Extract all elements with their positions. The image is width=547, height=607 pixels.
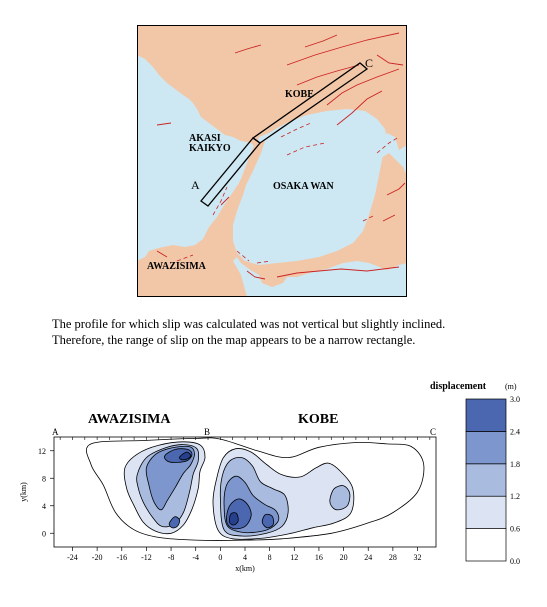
contour-plot-area [85,437,425,541]
legend-swatch [465,431,507,465]
y-tick-label: 12 [38,447,46,456]
x-axis-label: x(km) [235,564,255,573]
map-faults [156,32,406,280]
legend-swatch [465,398,507,432]
legend-level-label: 0.0 [510,557,520,566]
legend-title: displacement [430,381,487,392]
x-tick-label: -24 [67,553,78,562]
y-tick-label: 8 [42,474,46,483]
map-dashed-faults [176,122,400,264]
label-point-c: C [365,56,373,70]
legend-swatch [465,495,507,529]
label-kobe: KOBE [285,89,314,100]
x-tick-label: 28 [389,553,397,562]
x-tick-label: 8 [268,553,272,562]
contour-east-3.0 [229,512,239,526]
x-tick-label: 0 [218,553,222,562]
contour-east-small-2.4 [261,513,275,529]
osaka-bay-map: KOBE AKASI KAIKYO OSAKA WAN AWAZISIMA A … [137,25,407,297]
contour-west-low-2.4 [168,516,181,529]
y-tick-label: 4 [42,502,46,511]
label-awazisima: AWAZISIMA [147,261,207,272]
label-point-a: A [191,178,200,192]
label-akasi: AKASI [189,133,221,144]
x-tick-label: -16 [116,553,127,562]
plot-axes: -24 -20 -16 -12 -8 -4 0 4 8 12 16 20 24 28 32 0 4 8 12 x(km… [19,436,437,573]
y-tick-label: 0 [42,529,46,538]
legend-level-label: 2.4 [510,427,520,436]
legend-swatch [465,463,507,497]
title-kobe: KOBE [298,412,338,427]
title-awazisima: AWAZISIMA [88,412,171,427]
contour-west-3.0 [179,451,192,461]
displacement-legend: displacement (m) 0.0 0.6 1.2 1.8 2.4 3.0 [430,381,520,566]
profile-rectangle [200,62,369,207]
legend-level-label: 3.0 [510,395,520,404]
label-osaka-wan: OSAKA WAN [273,181,334,192]
profile-label-b: B [204,427,210,437]
x-tick-label: 24 [364,553,372,562]
x-tick-label: 16 [315,553,323,562]
x-tick-label: 12 [290,553,298,562]
legend-level-label: 0.6 [510,525,520,534]
x-tick-label: 32 [414,553,422,562]
legend-level-label: 1.8 [510,460,520,469]
map-sea-osaka-wan [233,109,387,265]
caption-line-1: The profile for which slip was calculate… [52,317,446,331]
x-tick-label: 4 [243,553,247,562]
legend-swatch [465,528,507,562]
x-tick-label: 20 [340,553,348,562]
profile-label-c: C [430,427,436,437]
map-land-awaji [147,141,265,297]
caption-line-2: Therefore, the range of slip on the map … [52,333,416,347]
contour-east-small [329,485,351,511]
x-tick-label: -20 [92,553,103,562]
label-kaikyo: KAIKYO [189,143,231,154]
map-border [137,25,407,297]
x-tick-label: -8 [168,553,175,562]
profile-label-a: A [52,427,59,437]
y-axis-label: y(km) [19,482,28,502]
slip-contour-figure: AWAZISIMA KOBE A B C -24 -20 -16 -12 -8 -4 0 4 8… [19,381,520,573]
x-tick-label: -12 [141,553,152,562]
legend-unit: (m) [505,382,517,391]
x-tick-label: -4 [192,553,199,562]
caption: The profile for which slip was calculate… [52,316,522,348]
legend-level-label: 1.2 [510,492,520,501]
